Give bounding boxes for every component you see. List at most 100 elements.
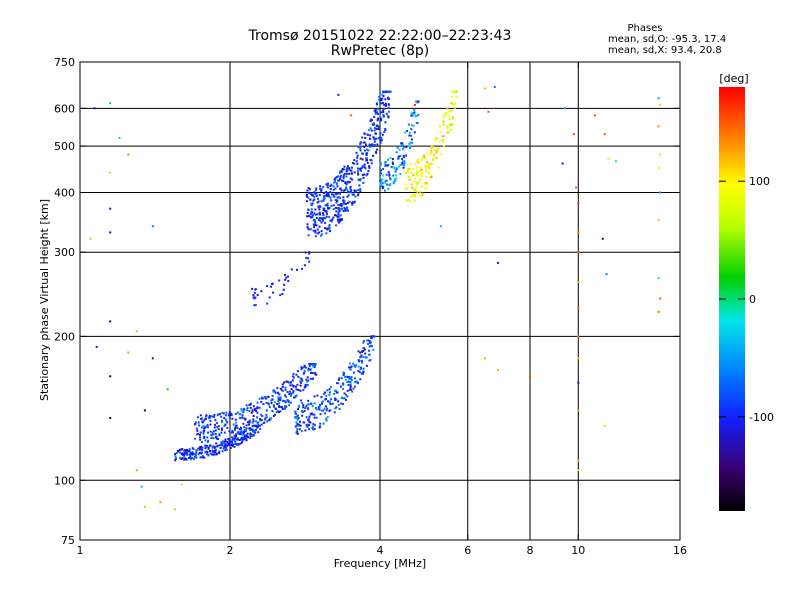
echo-point — [357, 193, 360, 196]
echo-point — [361, 174, 364, 176]
echo-point — [212, 450, 215, 453]
echo-point — [340, 385, 342, 388]
echo-point — [375, 128, 378, 131]
echo-point — [360, 372, 363, 375]
echo-point — [362, 340, 365, 343]
echo-point — [381, 174, 384, 177]
echo-point — [336, 182, 338, 185]
echo-point — [350, 379, 353, 382]
echo-point — [272, 404, 275, 407]
echo-point — [401, 162, 404, 164]
echo-point — [442, 122, 445, 125]
echo-point — [364, 167, 367, 170]
echo-point — [311, 427, 314, 430]
echo-point — [410, 195, 413, 198]
echo-point — [409, 200, 411, 203]
echo-point — [381, 178, 384, 181]
echo-point — [303, 371, 306, 374]
echo-point — [303, 410, 306, 412]
echo-point — [355, 160, 358, 163]
echo-point — [271, 283, 274, 285]
echo-point — [430, 145, 433, 148]
echo-point — [307, 418, 310, 420]
echo-point — [342, 374, 345, 377]
echo-point — [442, 124, 445, 127]
echo-point — [407, 199, 410, 202]
echo-point — [345, 206, 348, 209]
echo-point — [318, 225, 321, 228]
echo-point — [231, 443, 234, 446]
echo-point — [410, 112, 413, 115]
echo-point — [295, 394, 298, 397]
echo-point — [330, 204, 333, 207]
echo-point — [421, 185, 424, 188]
echo-point — [443, 145, 446, 148]
echo-point — [345, 173, 348, 175]
echo-point — [322, 195, 325, 198]
echo-point — [356, 156, 359, 159]
echo-point — [118, 137, 121, 139]
echo-point — [448, 131, 451, 134]
echo-point — [325, 409, 328, 412]
echo-point — [344, 209, 347, 212]
echo-point — [346, 165, 349, 168]
echo-point — [347, 181, 350, 184]
echo-point — [174, 459, 177, 462]
echo-point — [430, 147, 433, 149]
echo-point — [315, 217, 318, 219]
echo-point — [191, 453, 194, 456]
echo-point — [290, 388, 293, 391]
echo-point — [199, 456, 202, 459]
echo-point — [372, 335, 374, 338]
echo-point — [244, 434, 247, 437]
echo-point — [408, 134, 411, 137]
echo-point — [415, 100, 418, 103]
echo-point — [313, 424, 316, 427]
echo-point — [349, 177, 352, 180]
echo-point — [322, 199, 325, 202]
echo-point — [416, 171, 419, 174]
echo-point — [329, 219, 332, 222]
echo-point — [245, 424, 248, 427]
echo-point — [320, 217, 323, 220]
echo-point — [360, 366, 362, 369]
echo-point — [312, 365, 315, 368]
echo-point — [202, 455, 204, 458]
echo-point — [313, 212, 316, 215]
echo-point — [377, 137, 380, 140]
echo-point — [346, 395, 349, 398]
echo-point — [342, 203, 345, 206]
echo-point — [178, 448, 181, 451]
echo-point — [159, 501, 162, 504]
echo-point — [340, 170, 343, 173]
echo-point — [272, 390, 275, 393]
echo-point — [292, 376, 295, 379]
echo-point — [311, 377, 314, 380]
echo-point — [454, 90, 456, 93]
echo-point — [330, 199, 333, 202]
echo-point — [408, 145, 411, 148]
echo-point — [357, 146, 360, 148]
echo-point — [200, 451, 203, 454]
echo-point — [207, 431, 209, 434]
echo-point — [330, 220, 333, 223]
echo-point — [450, 101, 453, 104]
echo-point — [361, 350, 363, 353]
echo-point — [393, 167, 396, 170]
echo-point — [317, 197, 319, 200]
echo-point — [291, 375, 294, 378]
echo-point — [577, 251, 580, 254]
echo-point — [310, 210, 313, 213]
echo-point — [207, 447, 210, 450]
echo-point — [451, 123, 454, 125]
echo-point — [200, 448, 202, 450]
echo-point — [292, 372, 295, 375]
echo-point — [308, 215, 311, 217]
echo-point — [382, 90, 384, 93]
echo-point — [305, 195, 308, 198]
echo-point — [601, 237, 604, 240]
echo-point — [199, 414, 202, 417]
echo-point — [237, 430, 240, 433]
echo-point — [311, 413, 314, 416]
echo-point — [348, 169, 351, 172]
